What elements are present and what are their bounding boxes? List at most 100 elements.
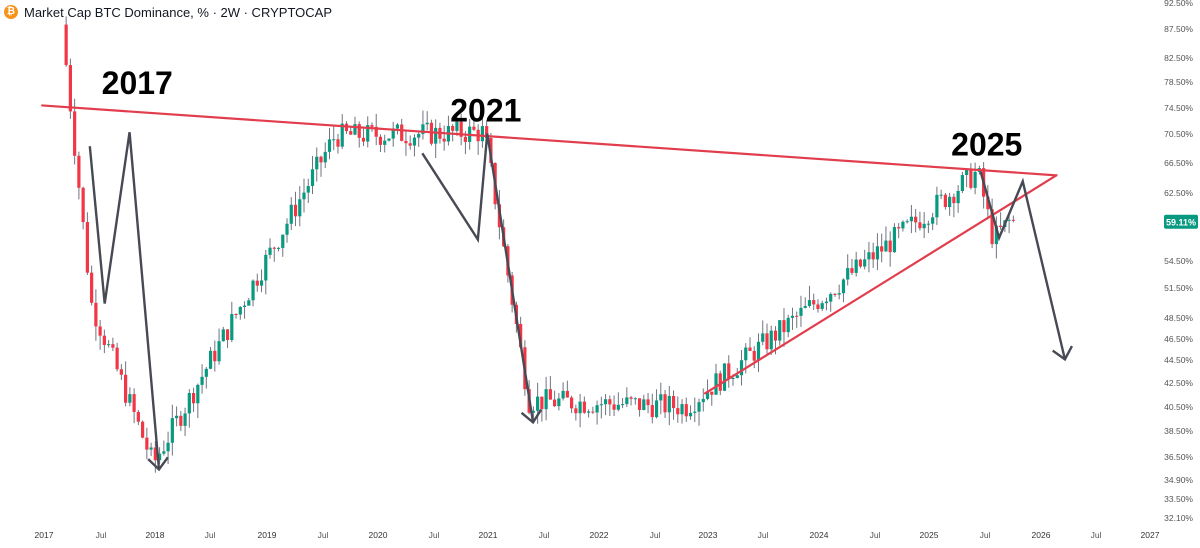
candle [442, 125, 446, 151]
candle-body [833, 293, 837, 295]
candle-body [629, 397, 633, 399]
candle-body [888, 240, 892, 253]
candle [935, 186, 939, 225]
candle [548, 375, 552, 400]
candle-body [578, 401, 582, 414]
candle-body [999, 225, 1003, 228]
candle [892, 223, 897, 253]
candle-body [361, 137, 366, 142]
candle [264, 249, 268, 295]
candle [561, 382, 565, 401]
candle-body [272, 247, 276, 249]
candle-body [306, 185, 310, 193]
candle [276, 246, 281, 252]
candle-body [230, 314, 234, 341]
candle-body [259, 280, 264, 286]
candle-body [693, 411, 697, 413]
candle-body [790, 315, 795, 318]
candle-body [599, 404, 603, 406]
candle [846, 254, 850, 286]
arrows-layer [88, 132, 1074, 472]
candle [570, 395, 574, 414]
candle [421, 110, 425, 140]
candle [603, 393, 608, 416]
candle [196, 383, 200, 419]
candle [863, 249, 867, 270]
candle-body [391, 128, 395, 139]
candle [111, 337, 115, 352]
candle [697, 398, 701, 426]
candle-body [952, 196, 956, 204]
candle [999, 212, 1003, 230]
trendline-support[interactable] [703, 174, 1058, 395]
candle [943, 193, 947, 210]
candle [255, 273, 259, 292]
candle [315, 147, 319, 182]
projection-arrow[interactable] [979, 171, 1067, 360]
candle-body [472, 126, 476, 130]
candle [162, 440, 166, 456]
x-axis-tick-label: 2025 [920, 530, 939, 540]
candle [578, 393, 582, 428]
candle-body [548, 389, 552, 400]
projection-arrow[interactable] [88, 132, 161, 470]
candle [77, 151, 81, 200]
trendline-resistance[interactable] [41, 104, 1058, 177]
candle-body [612, 404, 616, 410]
y-axis-tick-label: 33.50% [1164, 494, 1193, 504]
candle [778, 320, 782, 346]
y-axis-tick-label: 36.50% [1164, 452, 1193, 462]
candle [183, 407, 187, 437]
candle-body [485, 126, 489, 139]
candle-body [960, 175, 964, 191]
candle [676, 396, 680, 423]
candle-body [565, 390, 569, 398]
candle-body [625, 397, 629, 405]
candle-body [370, 125, 374, 127]
candle [952, 193, 956, 218]
candle [289, 197, 293, 230]
candle [187, 389, 191, 428]
candle-body [570, 397, 574, 409]
candle [340, 114, 344, 149]
candle [582, 396, 586, 414]
projection-arrow[interactable] [421, 133, 535, 423]
arrow-head [520, 409, 543, 425]
candle [387, 138, 391, 142]
candle [650, 393, 654, 424]
candle [684, 397, 688, 422]
y-axis-tick-label: 51.50% [1164, 283, 1193, 293]
candle-body [867, 252, 871, 260]
candle-body [310, 169, 315, 186]
candle-body [744, 347, 748, 361]
candle-body [765, 333, 769, 350]
candle [90, 265, 94, 306]
candle [174, 406, 179, 427]
candle [327, 128, 332, 160]
candle-body [939, 194, 943, 196]
candle-body [323, 151, 327, 163]
candle [837, 284, 841, 300]
candle [149, 442, 153, 457]
candle [480, 112, 485, 148]
candle [234, 313, 238, 319]
x-axis-tick-label: 2017 [35, 530, 54, 540]
candle [73, 98, 77, 165]
candle-body [731, 378, 735, 380]
candle-body [816, 304, 820, 309]
candle-body [841, 279, 846, 294]
candle [965, 168, 969, 188]
arrow-head [147, 456, 169, 472]
candle-body [73, 111, 77, 156]
candle-body [850, 268, 854, 273]
candle [272, 246, 276, 262]
candle-body [451, 126, 455, 131]
candle [659, 382, 663, 415]
x-axis-tick-label: 2019 [258, 530, 277, 540]
candle-body [812, 300, 816, 305]
candle [85, 212, 89, 275]
candle-body [892, 227, 897, 253]
candle [128, 387, 132, 407]
